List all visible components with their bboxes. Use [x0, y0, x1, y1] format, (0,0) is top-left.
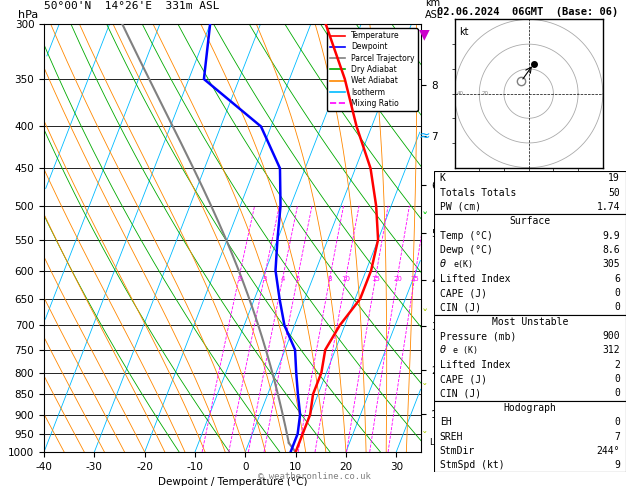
FancyBboxPatch shape	[434, 214, 626, 314]
Text: LCL: LCL	[429, 438, 445, 448]
Text: Surface: Surface	[509, 216, 550, 226]
Text: Lifted Index: Lifted Index	[440, 274, 510, 284]
Text: © weatheronline.co.uk: © weatheronline.co.uk	[258, 472, 371, 481]
Text: CAPE (J): CAPE (J)	[440, 288, 487, 298]
Text: CAPE (J): CAPE (J)	[440, 374, 487, 384]
Text: θ: θ	[440, 346, 446, 355]
Text: 7: 7	[615, 432, 620, 441]
Text: 900: 900	[603, 331, 620, 341]
X-axis label: Dewpoint / Temperature (°C): Dewpoint / Temperature (°C)	[158, 477, 308, 486]
Text: PW (cm): PW (cm)	[440, 202, 481, 212]
Text: Most Unstable: Most Unstable	[492, 317, 568, 327]
Text: km
ASL: km ASL	[425, 0, 443, 20]
Text: 8: 8	[328, 277, 332, 282]
Text: 0: 0	[615, 302, 620, 312]
Text: 2: 2	[615, 360, 620, 370]
Text: 0: 0	[615, 417, 620, 427]
Text: 244°: 244°	[596, 446, 620, 456]
Text: 20: 20	[482, 91, 489, 96]
Text: 305: 305	[603, 260, 620, 269]
Legend: Temperature, Dewpoint, Parcel Trajectory, Dry Adiabat, Wet Adiabat, Isotherm, Mi: Temperature, Dewpoint, Parcel Trajectory…	[326, 28, 418, 111]
Text: 50: 50	[608, 188, 620, 198]
Text: Lifted Index: Lifted Index	[440, 360, 510, 370]
Text: Hodograph: Hodograph	[503, 403, 557, 413]
FancyBboxPatch shape	[434, 400, 626, 472]
Text: Mixing Ratio (g/kg): Mixing Ratio (g/kg)	[437, 198, 445, 278]
FancyBboxPatch shape	[434, 171, 626, 214]
Text: 1.74: 1.74	[596, 202, 620, 212]
Text: 20: 20	[393, 277, 402, 282]
Text: 3: 3	[262, 277, 267, 282]
Text: 6: 6	[615, 274, 620, 284]
Text: 15: 15	[371, 277, 380, 282]
Text: hPa: hPa	[18, 10, 38, 20]
Text: Totals Totals: Totals Totals	[440, 188, 516, 198]
Text: 2: 2	[237, 277, 242, 282]
Text: 0: 0	[615, 388, 620, 399]
Text: 4: 4	[281, 277, 286, 282]
Text: e(K): e(K)	[453, 260, 473, 269]
Text: kt: kt	[460, 27, 469, 37]
Text: 10: 10	[342, 277, 350, 282]
Text: 0: 0	[615, 288, 620, 298]
Text: EH: EH	[440, 417, 452, 427]
Text: ≈: ≈	[419, 129, 430, 143]
Text: ˇ: ˇ	[422, 384, 427, 394]
Text: 312: 312	[603, 346, 620, 355]
Text: ▼: ▼	[420, 27, 430, 41]
Text: SREH: SREH	[440, 432, 464, 441]
Text: 25: 25	[411, 277, 419, 282]
Text: e (K): e (K)	[453, 346, 478, 355]
Text: ˇ: ˇ	[421, 212, 428, 225]
Text: Temp (°C): Temp (°C)	[440, 231, 493, 241]
Text: 5: 5	[296, 277, 300, 282]
Text: Pressure (mb): Pressure (mb)	[440, 331, 516, 341]
Text: K: K	[440, 173, 445, 183]
Text: 8.6: 8.6	[603, 245, 620, 255]
Text: StmDir: StmDir	[440, 446, 475, 456]
Text: Dewp (°C): Dewp (°C)	[440, 245, 493, 255]
Text: 19: 19	[608, 173, 620, 183]
Text: 9.9: 9.9	[603, 231, 620, 241]
FancyBboxPatch shape	[434, 314, 626, 400]
Text: 9: 9	[615, 460, 620, 470]
Text: 02.06.2024  06GMT  (Base: 06): 02.06.2024 06GMT (Base: 06)	[437, 7, 618, 17]
Text: θ: θ	[440, 260, 446, 269]
Text: 0: 0	[615, 374, 620, 384]
Text: ˇ: ˇ	[421, 310, 428, 322]
Text: ˇ: ˇ	[422, 433, 427, 442]
Text: CIN (J): CIN (J)	[440, 388, 481, 399]
Text: CIN (J): CIN (J)	[440, 302, 481, 312]
Text: StmSpd (kt): StmSpd (kt)	[440, 460, 504, 470]
Text: 40: 40	[457, 91, 464, 96]
Text: 50°00'N  14°26'E  331m ASL: 50°00'N 14°26'E 331m ASL	[44, 1, 220, 12]
